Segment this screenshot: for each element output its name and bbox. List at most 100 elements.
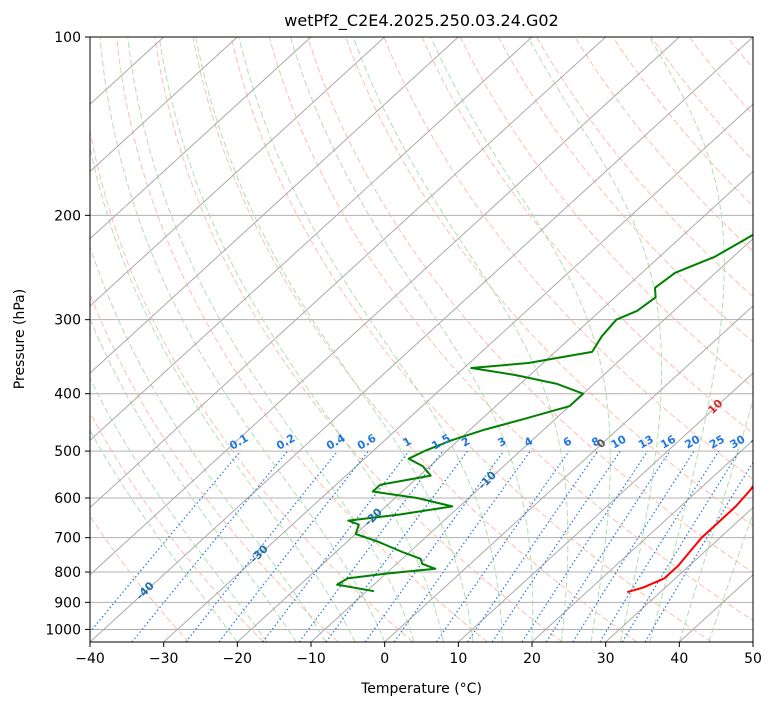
moist-adiabat <box>527 37 663 642</box>
mixing-ratio-line <box>572 450 695 642</box>
mixing-ratio-line <box>218 450 369 642</box>
dry-adiabat <box>116 37 488 642</box>
dry-adiabat <box>574 37 753 252</box>
chart-title: wetPf2_C2E4.2025.250.03.24.G02 <box>284 11 558 31</box>
isotherm-line <box>163 103 753 642</box>
temperature-profile <box>626 484 753 594</box>
mixing-ratio-line <box>262 450 410 642</box>
moist-adiabat <box>678 398 753 642</box>
moist-adiabat <box>90 377 268 642</box>
mixing-ratio-line <box>644 461 753 642</box>
moist-adiabat <box>90 244 327 642</box>
x-tick-label: −10 <box>296 651 326 667</box>
isotherm-line <box>90 37 459 374</box>
x-axis: −40 −30 −20 −10 0 10 20 30 40 50 <box>75 642 762 667</box>
y-tick-label: 800 <box>54 565 81 581</box>
mixing-ratio-line <box>298 450 444 642</box>
mixing-ratio-line <box>90 450 242 634</box>
mixing-ratio-label: 3 <box>495 435 508 450</box>
mixing-ratio-label: 0.1 <box>227 432 250 453</box>
mixing-ratio-line <box>545 450 671 642</box>
moist-adiabat <box>238 37 503 642</box>
mixing-ratio-line <box>325 450 468 642</box>
dry-adiabat <box>497 37 753 343</box>
mixing-ratio-label: 0.2 <box>274 432 297 453</box>
y-tick-label: 200 <box>54 208 81 224</box>
mixing-ratio-label: 1.5 <box>429 432 452 453</box>
mixing-ratio-label: 1 <box>401 435 414 450</box>
dry-adiabat <box>766 37 775 642</box>
y-tick-label: 100 <box>54 30 81 46</box>
isotherm-line <box>90 37 533 442</box>
moist-adiabat <box>430 37 611 642</box>
plot-frame <box>89 36 754 643</box>
y-axis: 1000 900 800 700 600 500 400 300 200 100 <box>45 30 90 638</box>
mixing-ratio-label: 16 <box>658 432 678 451</box>
mixing-ratio-label: 30 <box>728 432 748 451</box>
dry-adiabat <box>536 37 753 298</box>
x-tick-label: 10 <box>449 651 467 667</box>
isotherm-line <box>90 37 238 173</box>
mixing-ratio-label: 6 <box>561 434 574 449</box>
mixing-ratio-line <box>621 450 740 642</box>
moist-adiabat <box>289 37 534 642</box>
isotherm-line <box>752 641 753 642</box>
isotherm-line <box>90 37 680 576</box>
moist-adiabat <box>127 37 415 642</box>
moist-adiabat <box>158 37 445 642</box>
moist-adiabat <box>90 429 238 642</box>
mixing-ratio-line <box>467 450 599 642</box>
plot-area: 0.10.20.40.611.52346810131620253036-100-… <box>20 37 775 642</box>
y-tick-label: 400 <box>54 387 81 403</box>
dry-adiabat <box>230 37 712 642</box>
y-tick-label: 900 <box>54 595 81 611</box>
isotherm-line <box>457 372 753 642</box>
moist-adiabat <box>99 37 386 642</box>
dewpoint-profile <box>336 233 753 593</box>
x-tick-label: 50 <box>744 651 762 667</box>
mixing-ratio-line <box>435 450 570 642</box>
x-tick-label: 40 <box>670 651 688 667</box>
isotherm-line <box>236 170 753 642</box>
mixing-ratio-line <box>185 450 339 642</box>
x-tick-label: −20 <box>223 651 253 667</box>
dry-adiabat <box>612 37 753 207</box>
x-tick-label: 20 <box>523 651 541 667</box>
y-tick-label: 1000 <box>45 622 81 638</box>
moist-adiabat <box>90 144 356 642</box>
mixing-ratio-label: 36 <box>748 432 768 451</box>
mixing-ratio-line <box>491 450 621 642</box>
mixing-ratio-line <box>131 450 289 642</box>
dry-adiabat <box>459 37 753 388</box>
mixing-ratio-line <box>599 450 720 642</box>
y-tick-label: 600 <box>54 491 81 507</box>
isotherm-label: -50 <box>20 616 43 639</box>
moist-adiabat <box>90 317 297 642</box>
dry-adiabat <box>90 292 339 642</box>
isotherm-line <box>310 237 753 642</box>
dry-adiabat <box>650 37 753 162</box>
dry-adiabat <box>345 37 753 527</box>
y-tick-label: 700 <box>54 531 81 547</box>
isotherm-line <box>90 37 312 240</box>
dry-adiabat <box>727 37 753 70</box>
dry-adiabat <box>688 37 753 116</box>
moist-adiabat <box>352 37 569 642</box>
dry-adiabat <box>192 37 638 642</box>
x-tick-label: 30 <box>597 651 615 667</box>
y-tick-label: 500 <box>54 444 81 460</box>
isotherm-line <box>384 305 753 642</box>
dry-adiabat <box>90 411 264 642</box>
mixing-ratio-label: 0.4 <box>324 431 348 452</box>
x-tick-label: 0 <box>380 651 389 667</box>
isotherm-line <box>605 506 753 642</box>
isotherm-line <box>90 37 386 307</box>
mixing-ratio-line <box>393 450 531 642</box>
moist-adiabat <box>648 37 725 642</box>
isotherm-line <box>90 37 607 509</box>
dry-adiabat <box>383 37 753 480</box>
dry-adiabat <box>90 515 190 642</box>
y-tick-label: 300 <box>54 313 81 329</box>
mixing-ratio-label: 25 <box>707 433 727 452</box>
